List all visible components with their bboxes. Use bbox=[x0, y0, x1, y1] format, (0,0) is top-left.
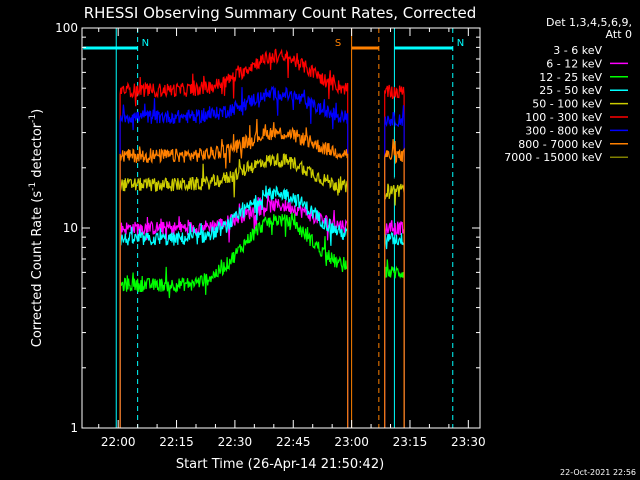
series-2 bbox=[119, 212, 405, 428]
legend-label-0: 3 - 6 keV bbox=[553, 44, 602, 57]
series-5-segment-1 bbox=[384, 84, 405, 428]
annotation-label-2: S bbox=[335, 38, 341, 49]
series-3-segment-0 bbox=[119, 185, 349, 428]
legend-label-7: 800 - 7000 keV bbox=[518, 138, 602, 151]
legend-label-2: 12 - 25 keV bbox=[539, 71, 602, 84]
x-tick-label-5: 23:15 bbox=[393, 435, 428, 449]
chart-title: RHESSI Observing Summary Count Rates, Co… bbox=[84, 4, 477, 22]
legend-header-line2: Att 0 bbox=[606, 28, 632, 41]
x-tick-label-6: 23:30 bbox=[451, 435, 486, 449]
series-1-segment-1 bbox=[384, 220, 405, 428]
y-tick-label-2: 100 bbox=[55, 21, 78, 35]
x-tick-label-3: 22:45 bbox=[276, 435, 311, 449]
series-0-segment-0 bbox=[119, 157, 349, 428]
annotation-label-1: N bbox=[457, 38, 464, 49]
y-axis-label-part1: Corrected Count Rate (s bbox=[30, 191, 45, 348]
series-5-segment-0 bbox=[119, 48, 349, 428]
series-7 bbox=[119, 118, 405, 428]
legend-label-4: 50 - 100 keV bbox=[532, 98, 602, 111]
x-tick-label-2: 22:30 bbox=[218, 435, 253, 449]
legend-label-3: 25 - 50 keV bbox=[539, 84, 602, 97]
annotation-label-0: N bbox=[142, 38, 149, 49]
series-4 bbox=[119, 153, 405, 428]
series-1 bbox=[119, 192, 405, 428]
series-2-segment-1 bbox=[384, 259, 405, 428]
series-3 bbox=[119, 185, 405, 428]
series-7-segment-0 bbox=[119, 118, 349, 428]
plot-area: N NS bbox=[83, 28, 464, 428]
x-tick-label-4: 23:00 bbox=[334, 435, 369, 449]
series-6-segment-0 bbox=[119, 85, 349, 428]
generation-timestamp: 22-Oct-2021 22:56 bbox=[560, 468, 636, 477]
legend-label-8: 7000 - 15000 keV bbox=[504, 151, 602, 164]
y-axis-label-sup2: -1 bbox=[28, 114, 38, 123]
y-tick-label-1: 10 bbox=[63, 221, 78, 235]
x-tick-label-0: 22:00 bbox=[101, 435, 136, 449]
y-tick-label-0: 1 bbox=[70, 421, 78, 435]
series-4-segment-0 bbox=[119, 153, 349, 428]
y-axis-label-part2: detector bbox=[30, 122, 45, 182]
legend-label-1: 6 - 12 keV bbox=[546, 57, 602, 70]
series-2-segment-0 bbox=[119, 212, 349, 428]
series-5 bbox=[119, 48, 405, 428]
series-1-segment-0 bbox=[119, 192, 349, 428]
series-7-segment-1 bbox=[384, 139, 405, 428]
x-axis: 22:00 22:15 22:30 22:45 23:00 23:15 23:30 bbox=[98, 28, 486, 449]
y-axis-label-part3: ) bbox=[30, 109, 45, 114]
series-6-segment-1 bbox=[384, 105, 405, 428]
y-axis-label-sup1: -1 bbox=[28, 182, 38, 191]
y-axis-label: Corrected Count Rate (s-1 detector-1) bbox=[28, 109, 45, 347]
legend-header-line1: Det 1,3,4,5,6,9, bbox=[546, 16, 632, 29]
y-axis: 1 10 100 bbox=[55, 21, 480, 435]
series-3-segment-1 bbox=[384, 231, 405, 428]
x-axis-label: Start Time (26-Apr-14 21:50:42) bbox=[176, 457, 384, 472]
legend-label-6: 300 - 800 keV bbox=[525, 124, 602, 137]
legend-label-5: 100 - 300 keV bbox=[525, 111, 602, 124]
x-tick-label-1: 22:15 bbox=[159, 435, 194, 449]
series-6 bbox=[119, 85, 405, 428]
series-4-segment-1 bbox=[384, 183, 405, 428]
